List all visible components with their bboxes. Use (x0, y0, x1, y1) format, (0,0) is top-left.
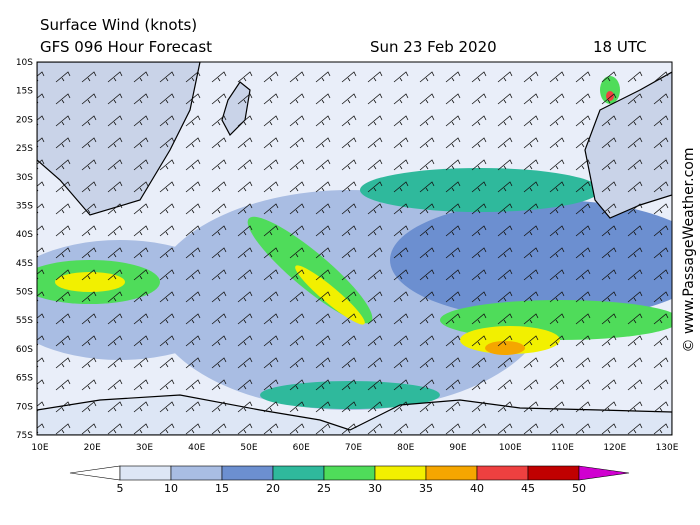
longitude-label: 90E (449, 443, 466, 453)
longitude-label: 20E (84, 443, 101, 453)
colorbar-low-triangle (69, 465, 121, 481)
colorbar-label: 45 (521, 482, 535, 495)
longitude-label: 130E (656, 443, 679, 453)
latitude-label: 25S (16, 144, 33, 154)
latitude-label: 75S (16, 431, 33, 441)
colorbar-box (527, 465, 580, 481)
longitude-label: 60E (293, 443, 310, 453)
latitude-label: 40S (16, 230, 33, 240)
colorbar-box (323, 465, 376, 481)
colorbar: 5 10 15 20 25 30 35 40 45 50 (69, 465, 630, 495)
colorbar-label: 15 (215, 482, 229, 495)
latitude-label: 55S (16, 316, 33, 326)
latitude-label: 65S (16, 374, 33, 384)
longitude-label: 110E (551, 443, 574, 453)
colorbar-box (119, 465, 172, 481)
latitude-label: 60S (16, 345, 33, 355)
colorbar-box (425, 465, 478, 481)
colorbar-box (476, 465, 529, 481)
wind-barbs (37, 62, 672, 435)
map-field (37, 62, 672, 435)
colorbar-label: 20 (266, 482, 280, 495)
latitude-label: 10S (16, 58, 33, 68)
colorbar-label: 5 (117, 482, 124, 495)
colorbar-box (272, 465, 325, 481)
colorbar-label: 10 (164, 482, 178, 495)
colorbar-label: 50 (572, 482, 586, 495)
latitude-label: 15S (16, 87, 33, 97)
longitude-label: 50E (240, 443, 257, 453)
colorbar-box (170, 465, 223, 481)
latitude-label: 30S (16, 173, 33, 183)
latitude-label: 45S (16, 259, 33, 269)
map-frame (36, 61, 673, 436)
latitude-label: 50S (16, 288, 33, 298)
latitude-label: 70S (16, 402, 33, 412)
longitude-label: 40E (188, 443, 205, 453)
longitude-label: 100E (499, 443, 522, 453)
title: Surface Wind (knots) (40, 16, 197, 34)
latitude-label: 35S (16, 201, 33, 211)
colorbar-box (221, 465, 274, 481)
copyright: © www.PassageWeather.com (681, 147, 697, 352)
colorbar-label: 35 (419, 482, 433, 495)
colorbar-label: 30 (368, 482, 382, 495)
longitude-label: 120E (603, 443, 626, 453)
longitude-label: 10E (31, 443, 48, 453)
subtitle: GFS 096 Hour Forecast (40, 38, 212, 56)
colorbar-box (374, 465, 427, 481)
colorbar-high-triangle (578, 465, 630, 481)
longitude-label: 80E (397, 443, 414, 453)
time: 18 UTC (593, 38, 647, 56)
colorbar-label: 25 (317, 482, 331, 495)
longitude-label: 70E (345, 443, 362, 453)
longitude-label: 30E (136, 443, 153, 453)
colorbar-label: 40 (470, 482, 484, 495)
date: Sun 23 Feb 2020 (370, 38, 497, 56)
latitude-label: 20S (16, 115, 33, 125)
